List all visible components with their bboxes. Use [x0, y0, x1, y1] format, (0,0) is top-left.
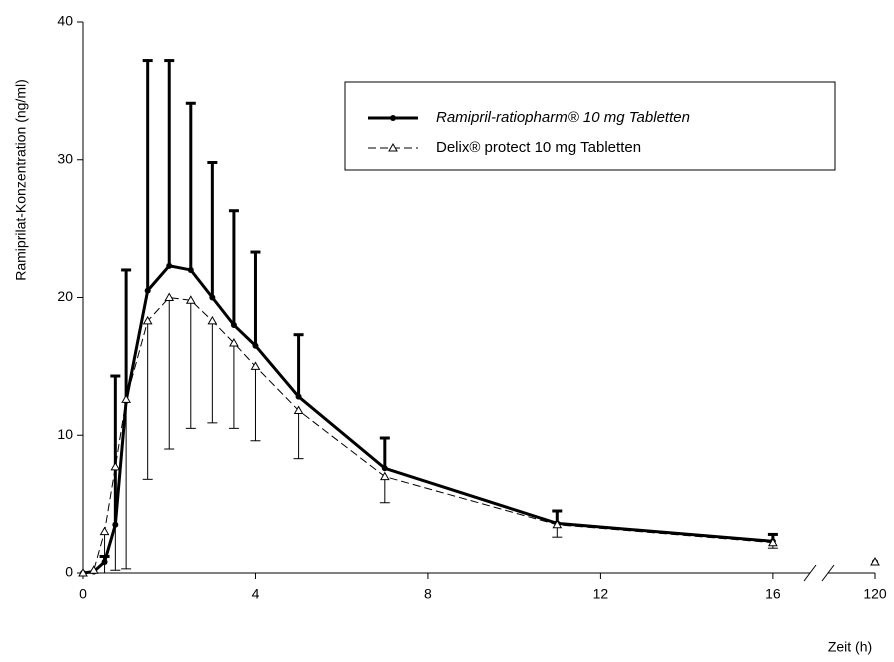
- legend-marker: [388, 142, 398, 152]
- series-line: [82, 264, 774, 575]
- y-axis-title: Ramiprilat-Konzentration (ng/ml): [13, 79, 29, 281]
- x-tick-label: 120: [863, 586, 887, 602]
- x-tick-label: 0: [79, 586, 87, 602]
- point: [121, 394, 131, 403]
- y-tick-label: 0: [65, 564, 73, 580]
- point: [166, 262, 173, 269]
- point: [185, 295, 196, 304]
- point: [207, 315, 218, 325]
- y-tick-label: 10: [57, 426, 73, 442]
- axis-break: [803, 564, 817, 582]
- legend-marker: [390, 115, 396, 121]
- point: [88, 565, 99, 574]
- point: [381, 465, 388, 472]
- legend-box: [344, 81, 836, 171]
- y-tick-label: 40: [57, 13, 73, 29]
- series-line: [82, 296, 773, 574]
- point: [552, 519, 563, 529]
- x-tick-label: 8: [424, 586, 432, 602]
- point: [187, 266, 194, 273]
- point: [293, 405, 304, 414]
- point: [229, 337, 239, 347]
- point: [142, 315, 153, 325]
- axis-break: [821, 564, 835, 582]
- point: [78, 567, 88, 577]
- point: [295, 393, 302, 400]
- point: [768, 537, 778, 547]
- x-tick-label: 16: [765, 586, 781, 602]
- y-tick-label: 30: [57, 150, 73, 166]
- point: [209, 294, 216, 301]
- point: [144, 287, 151, 294]
- legend-label: Ramipril-ratiopharm® 10 mg Tabletten: [436, 109, 690, 126]
- point: [230, 322, 237, 329]
- point: [250, 361, 261, 370]
- point: [164, 292, 175, 301]
- x-tick-label: 4: [252, 586, 260, 602]
- point: [99, 526, 110, 536]
- point: [110, 461, 121, 471]
- x-axis-title: Zeit (h): [828, 639, 872, 655]
- point: [379, 471, 390, 481]
- y-tick-label: 20: [57, 288, 73, 304]
- x-tick-label: 12: [593, 586, 609, 602]
- legend-label: Delix® protect 10 mg Tabletten: [436, 139, 641, 156]
- point: [870, 556, 880, 566]
- point: [252, 342, 259, 349]
